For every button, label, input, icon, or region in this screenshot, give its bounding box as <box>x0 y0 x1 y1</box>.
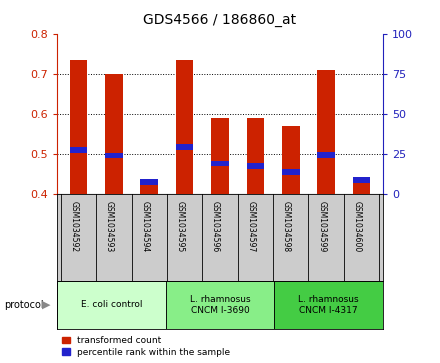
Text: L. rhamnosus
CNCM I-4317: L. rhamnosus CNCM I-4317 <box>298 295 359 315</box>
Bar <box>274 281 383 329</box>
Bar <box>166 281 274 329</box>
Text: GSM1034597: GSM1034597 <box>246 201 255 252</box>
Bar <box>211 161 229 166</box>
Text: E. coli control: E. coli control <box>81 301 142 309</box>
Bar <box>140 179 158 185</box>
Text: GSM1034600: GSM1034600 <box>352 201 362 252</box>
Bar <box>282 169 300 175</box>
Bar <box>246 118 264 194</box>
Text: protocol: protocol <box>4 300 44 310</box>
Bar <box>317 152 335 158</box>
Text: GSM1034596: GSM1034596 <box>211 201 220 252</box>
Bar <box>176 60 194 194</box>
Bar <box>211 118 229 194</box>
Text: GSM1034593: GSM1034593 <box>105 201 114 252</box>
Bar <box>353 182 370 194</box>
Bar <box>105 74 123 194</box>
Bar <box>70 147 87 153</box>
Text: ▶: ▶ <box>42 300 51 310</box>
Bar <box>57 281 166 329</box>
Bar <box>246 163 264 169</box>
Bar <box>353 178 370 183</box>
Legend: transformed count, percentile rank within the sample: transformed count, percentile rank withi… <box>62 336 230 357</box>
Bar <box>105 153 123 158</box>
Text: GDS4566 / 186860_at: GDS4566 / 186860_at <box>143 13 297 27</box>
Bar <box>176 144 194 150</box>
Text: GSM1034592: GSM1034592 <box>70 201 78 252</box>
Text: GSM1034594: GSM1034594 <box>140 201 149 252</box>
Text: GSM1034595: GSM1034595 <box>176 201 185 252</box>
Bar <box>140 182 158 194</box>
Bar <box>282 126 300 194</box>
Bar <box>317 70 335 194</box>
Text: GSM1034598: GSM1034598 <box>282 201 291 252</box>
Text: L. rhamnosus
CNCM I-3690: L. rhamnosus CNCM I-3690 <box>190 295 250 315</box>
Bar <box>70 60 87 194</box>
Text: GSM1034599: GSM1034599 <box>317 201 326 252</box>
